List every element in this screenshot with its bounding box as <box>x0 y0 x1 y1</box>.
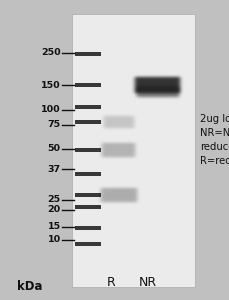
Text: 37: 37 <box>48 165 61 174</box>
Bar <box>75 205 101 209</box>
Bar <box>75 83 101 87</box>
Text: NR: NR <box>139 275 157 289</box>
Bar <box>75 52 101 56</box>
Text: 50: 50 <box>48 144 61 153</box>
Bar <box>75 172 101 176</box>
Text: 250: 250 <box>41 48 61 57</box>
Bar <box>75 193 101 197</box>
Text: 100: 100 <box>41 105 61 114</box>
Text: 20: 20 <box>48 206 61 214</box>
Text: 75: 75 <box>48 120 61 129</box>
Bar <box>75 226 101 230</box>
Text: kDa: kDa <box>17 280 43 293</box>
Text: R: R <box>107 275 115 289</box>
Bar <box>75 105 101 109</box>
Text: 25: 25 <box>48 195 61 204</box>
Text: 150: 150 <box>41 81 61 90</box>
Bar <box>75 148 101 152</box>
Text: 10: 10 <box>48 236 61 244</box>
Bar <box>75 242 101 246</box>
Bar <box>72 14 195 287</box>
Text: 2ug loading
NR=Non-
reduced
R=reduced: 2ug loading NR=Non- reduced R=reduced <box>200 114 229 166</box>
Text: 15: 15 <box>48 222 61 231</box>
Bar <box>75 120 101 124</box>
